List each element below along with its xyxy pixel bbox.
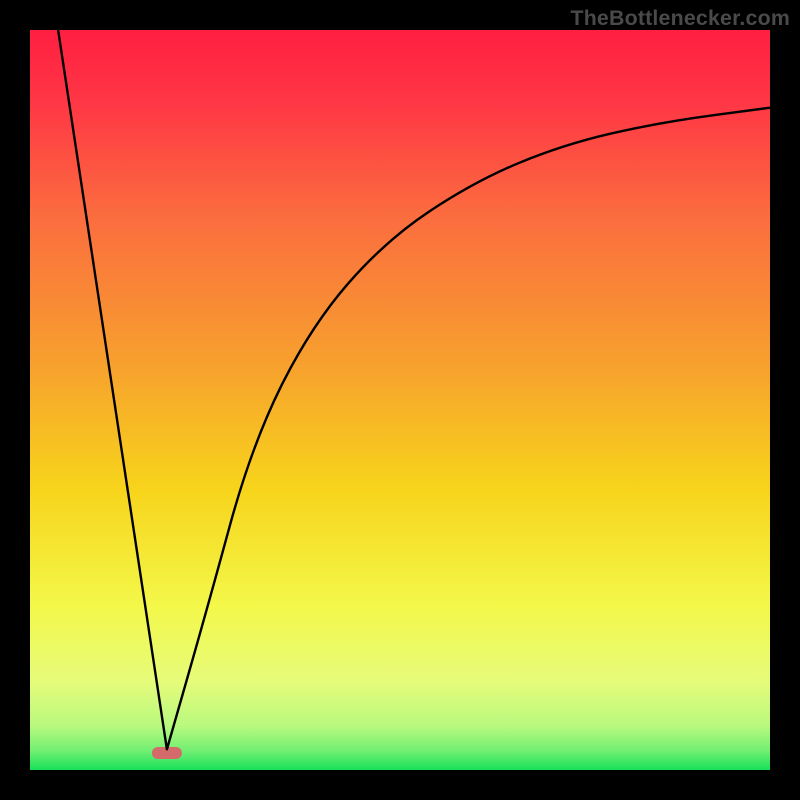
- bottleneck-chart: TheBottlenecker.com: [0, 0, 800, 800]
- chart-svg: [0, 0, 800, 800]
- gradient-background: [30, 30, 770, 770]
